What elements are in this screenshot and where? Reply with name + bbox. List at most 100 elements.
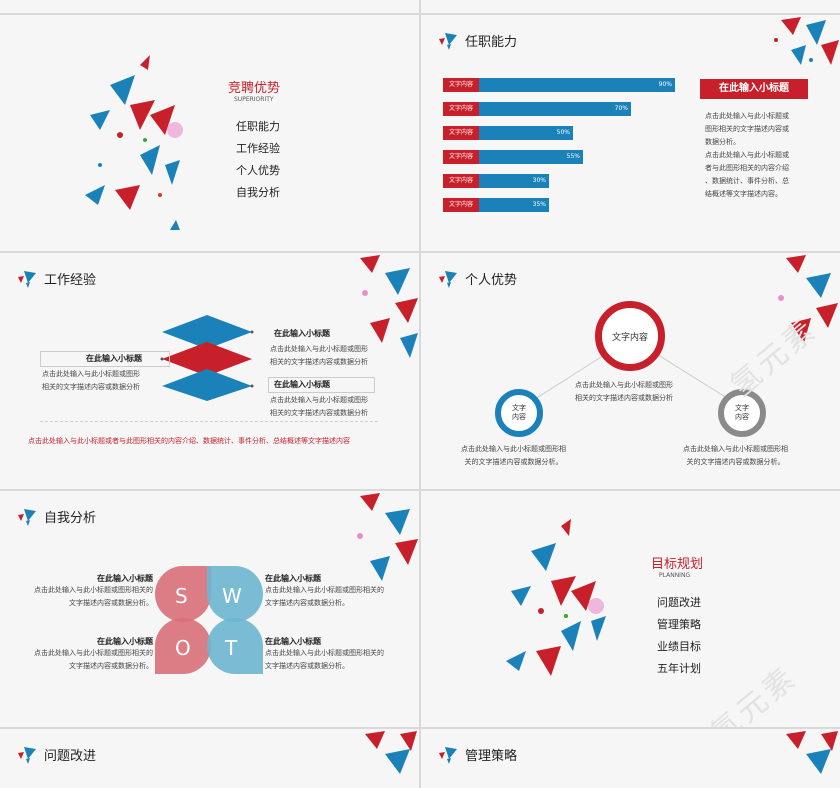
description-line: 点击此处输入与此小标题或图形相关的 [265, 649, 384, 657]
description-line: 点击此处输入与此小标题或图形相 [683, 445, 788, 453]
swot-w-petal [207, 566, 263, 622]
description-line: 者与此图形相关的内容介绍 [705, 164, 789, 172]
center-description: 点击此处输入与此小标题或图形 相关的文字描述内容或数据分析 [575, 379, 673, 405]
slide-header: 任职能力 [437, 29, 517, 51]
swot-letter-o: O [175, 636, 191, 660]
triangle-logo-icon [18, 509, 36, 526]
bar-label-5: 文字内容 [443, 174, 479, 188]
left-heading: 在此输入小标题 [86, 354, 142, 363]
divider [40, 421, 378, 422]
description-line: 相关的文字描述内容或数据分析 [42, 383, 140, 391]
slide-header: 自我分析 [16, 505, 96, 527]
bar-label-4: 文字内容 [443, 150, 479, 164]
swot-item-t: 在此输入小标题 点击此处输入与此小标题或图形相关的 文字描述内容或数据分析。 [265, 636, 384, 673]
bar-label-6: 文字内容 [443, 198, 479, 212]
bar-fill-5: 30% [479, 174, 549, 188]
menu-item-performance[interactable]: 业绩目标 [657, 640, 701, 653]
description-line: 点击此处输入与此小标题或 [705, 151, 789, 159]
slide-self-analysis[interactable]: 自我分析 S W O T 在此输入小标题 点击此处输入与此小标题或图形相关的 文… [0, 491, 419, 727]
description-line: 关的文字描述内容或数据分析。 [464, 458, 563, 466]
triangle-corner-decoration-icon [357, 493, 418, 581]
slide-title: 问题改进 [44, 748, 97, 764]
slide-header: 个人优势 [437, 267, 517, 289]
right-heading-2: 在此输入小标题 [274, 380, 330, 389]
slide-top-strip-left [0, 0, 419, 13]
swot-s-petal [155, 566, 211, 622]
menu-item-self-analysis[interactable]: 自我分析 [236, 186, 280, 199]
slide-header: 管理策略 [437, 743, 517, 765]
slide-top-strip-right [421, 0, 840, 13]
slide-title: 管理策略 [465, 748, 518, 764]
swot-letter-t: T [225, 636, 238, 660]
description-line: 点击此处输入与此小标题或图形 [575, 381, 673, 389]
bar-label-2: 文字内容 [443, 102, 479, 116]
triangle-logo-icon [439, 271, 457, 288]
description-line: 点击此处输入与此小标题或图形相 [461, 445, 566, 453]
description-line: 关的文字描述内容或数据分析。 [686, 458, 785, 466]
slide-title: 目标规划 [651, 557, 704, 572]
triangle-corner-decoration-icon [786, 731, 838, 774]
menu-item-experience[interactable]: 工作经验 [236, 142, 280, 155]
description-line: 点击此处输入与此小标题或图形相关的 [34, 649, 153, 657]
triangle-corner-decoration-icon [778, 255, 838, 343]
swot-item-s: 在此输入小标题 点击此处输入与此小标题或图形相关的 文字描述内容或数据分析。 [34, 573, 153, 610]
menu-item-strategy[interactable]: 管理策略 [657, 618, 701, 631]
description-line: 数据分析。 [705, 138, 740, 146]
swot-item-o: 在此输入小标题 点击此处输入与此小标题或图形相关的 文字描述内容或数据分析。 [34, 636, 153, 673]
subheading-badge: 在此输入小标题 [700, 79, 808, 99]
description-line: 相关的文字描述内容或数据分析 [575, 394, 673, 402]
bar-fill-3: 50% [479, 126, 573, 140]
right-circle-label: 文字 [735, 404, 749, 412]
slide-work-experience[interactable]: 工作经验 在此输入小标题 点击此处输入与此小标题或图形 相关的文字描述内容或数据… [0, 253, 419, 489]
slide-competitive-advantages[interactable]: 竞聘优势 SUPERIORITY 任职能力 工作经验 个人优势 自我分析 [0, 15, 419, 251]
slide-header: 工作经验 [16, 267, 96, 289]
bar-fill-2: 70% [479, 102, 631, 116]
bar-fill-1: 90% [479, 78, 675, 92]
swot-letter-s: S [175, 584, 188, 608]
menu-item-five-year-plan[interactable]: 五年计划 [657, 662, 701, 675]
left-description: 点击此处输入与此小标题或图形 相关的文字描述内容或数据分析 [42, 368, 140, 394]
item-heading: 在此输入小标题 [265, 574, 321, 583]
diamond-stack-icon [160, 315, 254, 401]
menu-item-strength[interactable]: 个人优势 [236, 164, 280, 177]
triangle-logo-icon [439, 33, 457, 50]
description-line: 点击此处输入与此小标题或图形 [42, 370, 140, 378]
right-description: 点击此处输入与此小标题或图形相 关的文字描述内容或数据分析。 [683, 443, 788, 469]
item-heading: 在此输入小标题 [97, 637, 153, 646]
slide-management-strategy[interactable]: 管理策略 [421, 729, 840, 788]
slide-subtitle: SUPERIORITY [234, 96, 274, 103]
left-heading-box [40, 351, 170, 367]
swot-letter-w: W [222, 584, 242, 608]
bar-label-1: 文字内容 [443, 78, 479, 92]
slide-title: 个人优势 [465, 272, 518, 288]
triangle-corner-decoration-icon [360, 255, 418, 358]
right-circle-label: 内容 [735, 413, 749, 421]
triangle-logo-icon [18, 271, 36, 288]
description-line: 图形相关的文字描述内容或 [705, 125, 789, 133]
triangle-corner-decoration-icon [774, 17, 839, 65]
description-line: 文字描述内容或数据分析。 [265, 599, 349, 607]
item-heading: 在此输入小标题 [265, 637, 321, 646]
slide-title: 任职能力 [465, 34, 518, 50]
menu-item-ability[interactable]: 任职能力 [236, 120, 280, 133]
left-circle: 文字 内容 [495, 389, 543, 437]
right-circle: 文字 内容 [718, 389, 766, 437]
slide-title: 竞聘优势 [228, 81, 281, 96]
description-line: 点击此处输入与此小标题或 [705, 112, 789, 120]
description-line: 点击此处输入与此小标题或图形相关的 [34, 586, 153, 594]
right-description-1: 点击此处输入与此小标题或图形 相关的文字描述内容或数据分析 [270, 343, 368, 369]
item-heading: 在此输入小标题 [97, 574, 153, 583]
slide-problem-improvement[interactable]: 问题改进 [0, 729, 419, 788]
slide-personal-strengths[interactable]: 个人优势 文字内容 文字 内容 文字 内容 点击此处输入与此小标题或图形 相关的… [421, 253, 840, 489]
slide-title: 自我分析 [44, 510, 97, 526]
triangle-corner-decoration-icon [365, 731, 417, 774]
left-description: 点击此处输入与此小标题或图形相 关的文字描述内容或数据分析。 [461, 443, 566, 469]
menu-item-improvement[interactable]: 问题改进 [657, 596, 701, 609]
triangle-decoration-icon [85, 55, 183, 230]
swot-item-w: 在此输入小标题 点击此处输入与此小标题或图形相关的 文字描述内容或数据分析。 [265, 573, 384, 610]
description-line: 点击此处输入与此小标题或图形 [270, 345, 368, 353]
slide-goal-planning[interactable]: 目标规划 PLANNING 问题改进 管理策略 业绩目标 五年计划 氢元素 [421, 491, 840, 727]
swot-o-petal [155, 618, 211, 674]
slide-job-ability[interactable]: 任职能力 文字内容 90% 文字内容 70% 文字内容 50% 文字内容 55%… [421, 15, 840, 251]
